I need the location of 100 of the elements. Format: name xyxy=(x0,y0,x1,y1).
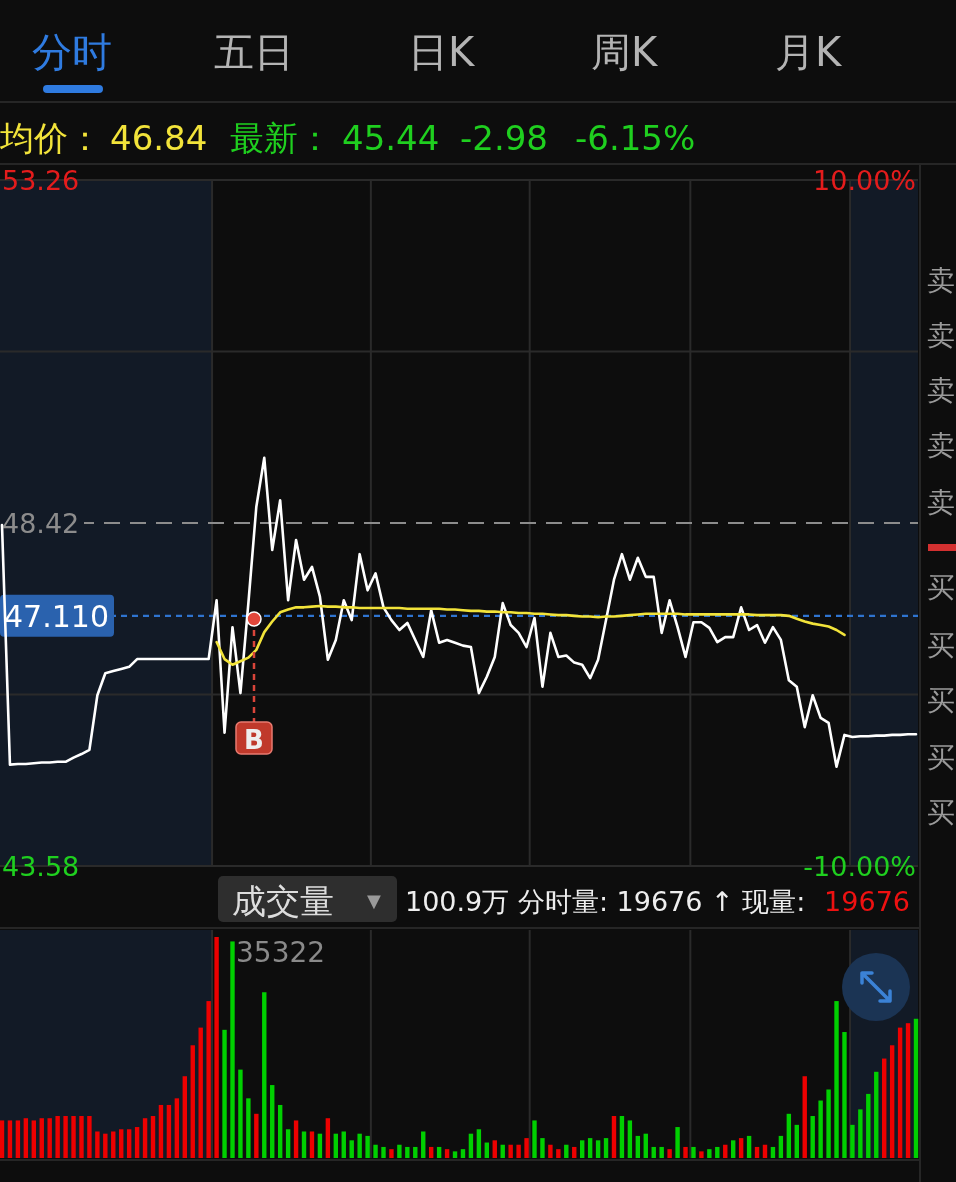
bar xyxy=(349,1140,354,1158)
bar xyxy=(285,1129,291,1158)
bar xyxy=(532,1120,537,1158)
bar xyxy=(516,1144,521,1158)
bar xyxy=(373,1144,378,1158)
y-tick-label: 53.26 xyxy=(2,165,80,196)
bar xyxy=(476,1129,482,1158)
bar xyxy=(635,1135,641,1158)
bar xyxy=(444,1149,450,1158)
bar xyxy=(397,1144,402,1158)
bar xyxy=(762,1144,768,1158)
bar xyxy=(810,1116,815,1158)
y2-tick-label: 10.00% xyxy=(813,165,916,196)
text: 卖 xyxy=(927,374,955,407)
bar xyxy=(87,1116,92,1158)
text: 买 xyxy=(927,796,955,829)
bar xyxy=(126,1129,132,1158)
line-series xyxy=(0,456,918,769)
bar xyxy=(731,1140,736,1158)
bar xyxy=(341,1131,346,1158)
bar xyxy=(119,1129,124,1158)
bar xyxy=(913,1018,919,1158)
bar xyxy=(206,1001,211,1158)
bar xyxy=(468,1133,474,1158)
bar xyxy=(389,1149,394,1158)
bar xyxy=(55,1116,60,1158)
bar xyxy=(508,1144,513,1158)
bar xyxy=(254,1113,259,1158)
text: 买 xyxy=(927,741,955,774)
bar xyxy=(651,1146,656,1158)
text: 买 xyxy=(927,629,955,662)
bar xyxy=(715,1146,720,1158)
bar xyxy=(325,1118,331,1158)
text: 五日 xyxy=(214,29,294,75)
text: 卖 xyxy=(927,264,955,297)
annotation: 35322 xyxy=(236,936,326,969)
bar xyxy=(436,1146,442,1158)
bar xyxy=(150,1116,156,1158)
bar xyxy=(572,1146,577,1158)
bar xyxy=(738,1138,744,1158)
text: 45.44 xyxy=(342,118,440,158)
bar xyxy=(277,1104,283,1158)
bar xyxy=(818,1100,823,1158)
bar xyxy=(595,1140,601,1158)
bar xyxy=(333,1133,339,1158)
bar xyxy=(842,1032,847,1158)
bar xyxy=(142,1118,148,1158)
bar xyxy=(683,1146,688,1158)
bar xyxy=(103,1133,108,1158)
bar xyxy=(723,1144,728,1158)
text: 周K xyxy=(590,29,659,75)
bar xyxy=(834,1001,839,1158)
bar xyxy=(222,1029,227,1158)
bar xyxy=(524,1138,529,1158)
bar xyxy=(246,1098,251,1158)
bar xyxy=(897,1027,903,1158)
bar xyxy=(675,1127,680,1158)
bar xyxy=(659,1146,664,1158)
bar xyxy=(0,1120,5,1158)
bar xyxy=(579,1140,585,1158)
bar xyxy=(548,1144,553,1158)
y-tick-label: 43.58 xyxy=(2,851,80,882)
bar xyxy=(405,1146,410,1158)
bar xyxy=(262,992,267,1158)
bar xyxy=(293,1120,299,1158)
text: 46.84 xyxy=(110,118,208,158)
bar xyxy=(850,1124,855,1158)
bar xyxy=(111,1131,116,1158)
bar xyxy=(556,1149,561,1158)
text: 卖 xyxy=(927,486,955,519)
text: 买 xyxy=(927,571,955,604)
bar xyxy=(699,1151,704,1158)
text: -2.98 xyxy=(460,118,548,158)
bar xyxy=(174,1098,180,1158)
bar xyxy=(778,1135,784,1158)
bar xyxy=(802,1076,807,1158)
bar xyxy=(95,1131,100,1158)
bar xyxy=(500,1144,505,1158)
bar xyxy=(866,1093,871,1158)
bar xyxy=(270,1085,275,1158)
bar xyxy=(198,1027,203,1158)
bar xyxy=(238,1069,243,1158)
bar xyxy=(643,1133,648,1158)
bar xyxy=(79,1116,84,1158)
bar xyxy=(619,1116,625,1158)
bar xyxy=(691,1146,696,1158)
bar xyxy=(365,1135,370,1158)
text: 日K xyxy=(407,29,476,75)
bar xyxy=(421,1131,426,1158)
text: 19676 xyxy=(824,886,910,917)
bar xyxy=(786,1113,792,1158)
bar xyxy=(31,1120,36,1158)
bar xyxy=(317,1133,323,1158)
bar xyxy=(603,1138,609,1158)
bar xyxy=(7,1120,13,1158)
bar xyxy=(452,1151,458,1158)
text: 买 xyxy=(927,684,955,717)
bar xyxy=(667,1149,672,1158)
bar xyxy=(611,1116,617,1158)
bar xyxy=(214,937,219,1158)
